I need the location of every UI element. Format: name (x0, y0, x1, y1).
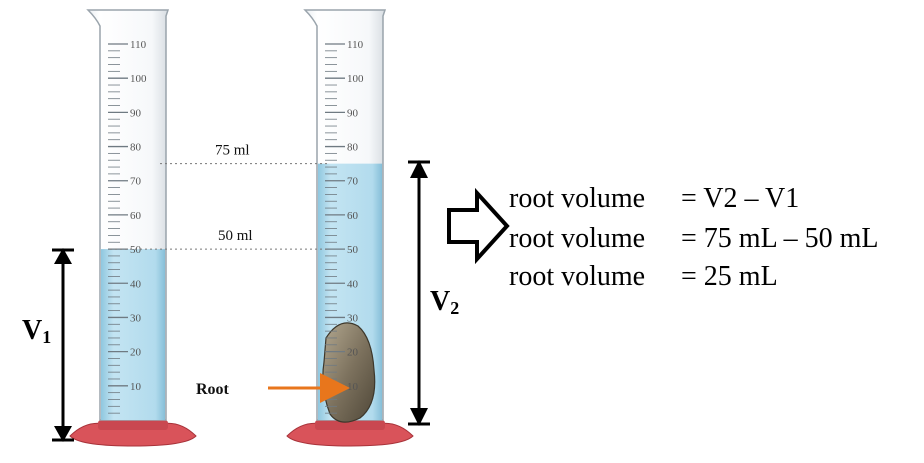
scale-tick-label: 100 (347, 73, 364, 85)
scale-tick-label: 70 (347, 176, 359, 188)
right-scale: 10 20 30 40 50 60 70 80 90 100 110 (325, 39, 364, 414)
scale-tick-label: 30 (347, 312, 359, 324)
equation-line-2: root volume = 75 mL – 50 mL (509, 223, 879, 255)
right-cylinder: 10 20 30 40 50 60 70 80 90 100 110 (286, 9, 414, 447)
equation-line-3: root volume = 25 mL (509, 261, 778, 293)
scale-tick-label: 20 (130, 347, 142, 359)
left-water (101, 249, 165, 420)
equation-line-1: root volume = V2 – V1 (509, 183, 799, 215)
left-scale: 10 20 30 40 50 60 70 80 90 100 110 (108, 39, 147, 414)
scale-tick-label: 40 (347, 278, 359, 290)
level-label-50: 50 ml (218, 228, 253, 244)
scale-tick-label: 110 (347, 39, 364, 51)
scale-tick-label: 50 (130, 244, 142, 256)
scale-tick-label: 70 (130, 176, 142, 188)
scale-tick-label: 90 (130, 107, 142, 119)
equation-1-rhs: = V2 – V1 (681, 183, 800, 214)
equation-2-rhs: = 75 mL – 50 mL (681, 223, 879, 254)
left-cylinder-foot (98, 420, 168, 430)
equation-3-rhs: = 25 mL (681, 261, 778, 292)
v1-dimension (52, 248, 74, 442)
scale-tick-label: 60 (130, 210, 142, 222)
scale-tick-label: 10 (347, 381, 359, 393)
root-label: Root (196, 381, 230, 398)
scale-tick-label: 40 (130, 278, 142, 290)
scale-tick-label: 90 (347, 107, 359, 119)
v2-dimension (408, 160, 430, 426)
scale-tick-label: 10 (130, 381, 142, 393)
right-cylinder-foot (315, 420, 385, 430)
level-label-75: 75 ml (215, 143, 250, 159)
scale-tick-label: 110 (130, 39, 147, 51)
equation-2-lhs: root volume (509, 223, 646, 254)
left-cylinder: 10 20 30 40 50 60 70 80 90 100 110 (69, 9, 197, 447)
scale-tick-label: 60 (347, 210, 359, 222)
equation-1-lhs: root volume (509, 183, 646, 214)
equation-3-lhs: root volume (509, 261, 646, 292)
scale-tick-label: 50 (347, 244, 359, 256)
implies-arrow-icon (447, 187, 510, 265)
scale-tick-label: 20 (347, 347, 359, 359)
v2-label: V2 (430, 286, 459, 318)
v1-label: V1 (22, 315, 51, 347)
scale-tick-label: 80 (347, 142, 359, 154)
scale-tick-label: 80 (130, 142, 142, 154)
scale-tick-label: 30 (130, 312, 142, 324)
scale-tick-label: 100 (130, 73, 147, 85)
